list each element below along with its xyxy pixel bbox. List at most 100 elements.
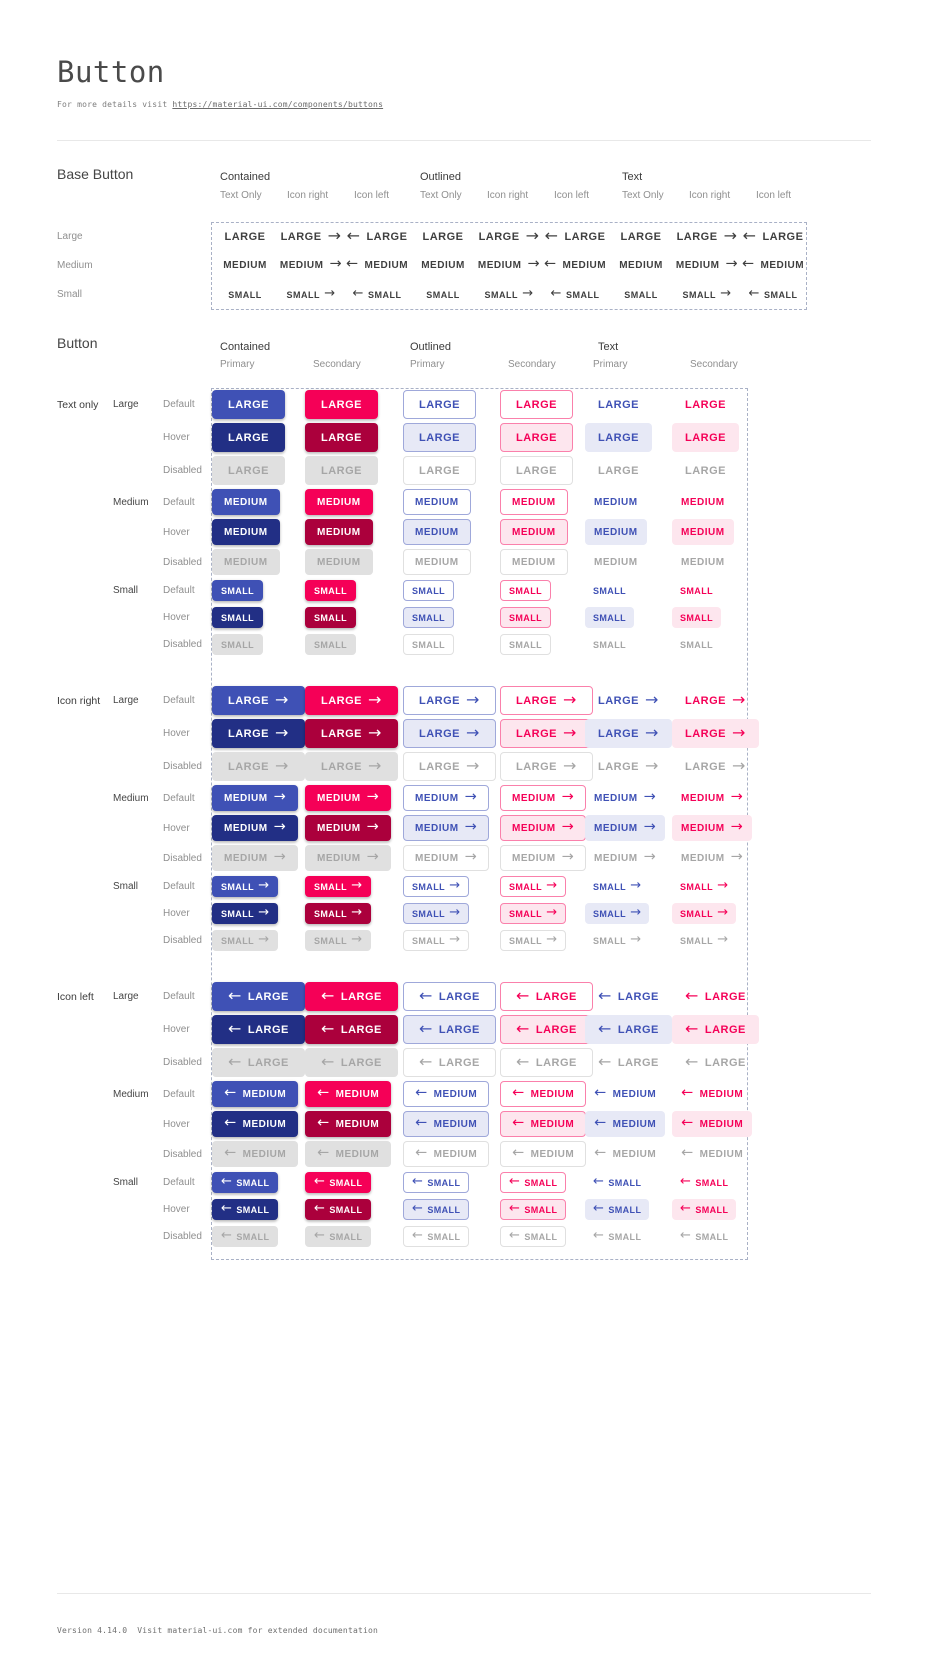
text-only-large-hover-outlined-secondary-button[interactable]: LARGE <box>500 423 573 452</box>
icon-left-small-hover-contained-secondary-button[interactable]: ← SMALL <box>305 1199 372 1220</box>
base-contained-icon-left-small-button[interactable]: ← SMALL <box>345 284 410 305</box>
icon-left-medium-hover-outlined-primary-button[interactable]: ← MEDIUM <box>403 1111 490 1137</box>
text-only-large-hover-contained-primary-button[interactable]: LARGE <box>212 423 285 452</box>
base-text-icon-right-small-button[interactable]: SMALL → <box>675 284 740 305</box>
base-text-text-only-medium-button[interactable]: MEDIUM <box>608 253 674 279</box>
icon-left-large-hover-outlined-primary-button[interactable]: ← LARGE <box>403 1015 496 1044</box>
text-only-medium-hover-outlined-primary-button[interactable]: MEDIUM <box>403 519 471 545</box>
text-only-large-default-outlined-secondary-button[interactable]: LARGE <box>500 390 573 419</box>
icon-right-large-default-text-primary-button[interactable]: LARGE → <box>585 686 672 715</box>
icon-left-large-hover-outlined-secondary-button[interactable]: ← LARGE <box>500 1015 593 1044</box>
icon-left-small-default-contained-secondary-button[interactable]: ← SMALL <box>305 1172 372 1193</box>
icon-right-medium-hover-outlined-primary-button[interactable]: MEDIUM → <box>403 815 490 841</box>
base-outlined-icon-left-medium-button[interactable]: ← MEDIUM <box>533 253 617 279</box>
base-text-text-only-small-button[interactable]: SMALL <box>616 284 666 305</box>
icon-left-medium-default-contained-primary-button[interactable]: ← MEDIUM <box>212 1081 299 1107</box>
icon-left-medium-hover-contained-primary-button[interactable]: ← MEDIUM <box>212 1111 299 1137</box>
base-contained-text-only-medium-button[interactable]: MEDIUM <box>212 253 278 279</box>
icon-left-small-hover-text-primary-button[interactable]: ← SMALL <box>585 1199 650 1220</box>
base-contained-icon-right-large-button[interactable]: LARGE → <box>266 222 357 251</box>
base-contained-text-only-large-button[interactable]: LARGE <box>210 222 281 251</box>
text-only-small-default-contained-secondary-button[interactable]: SMALL <box>305 580 356 601</box>
icon-left-small-hover-outlined-secondary-button[interactable]: ← SMALL <box>500 1199 567 1220</box>
icon-left-large-hover-text-secondary-button[interactable]: ← LARGE <box>672 1015 759 1044</box>
icon-right-medium-default-outlined-secondary-button[interactable]: MEDIUM → <box>500 785 587 811</box>
base-text-icon-right-medium-button[interactable]: MEDIUM → <box>665 253 749 279</box>
base-outlined-text-only-medium-button[interactable]: MEDIUM <box>410 253 476 279</box>
base-text-icon-right-large-button[interactable]: LARGE → <box>662 222 753 251</box>
icon-left-medium-hover-text-secondary-button[interactable]: ← MEDIUM <box>672 1111 753 1137</box>
icon-left-large-default-contained-secondary-button[interactable]: ← LARGE <box>305 982 398 1011</box>
base-text-icon-left-medium-button[interactable]: ← MEDIUM <box>731 253 815 279</box>
text-only-small-hover-text-primary-button[interactable]: SMALL <box>585 607 634 628</box>
icon-right-medium-default-text-secondary-button[interactable]: MEDIUM → <box>672 785 752 811</box>
text-only-medium-hover-contained-primary-button[interactable]: MEDIUM <box>212 519 280 545</box>
icon-left-medium-default-text-secondary-button[interactable]: ← MEDIUM <box>672 1081 752 1107</box>
icon-left-medium-hover-text-primary-button[interactable]: ← MEDIUM <box>585 1111 666 1137</box>
icon-right-small-hover-outlined-primary-button[interactable]: SMALL → <box>403 903 470 924</box>
icon-right-small-hover-text-secondary-button[interactable]: SMALL → <box>672 903 737 924</box>
icon-right-small-hover-text-primary-button[interactable]: SMALL → <box>585 903 650 924</box>
icon-right-medium-default-contained-secondary-button[interactable]: MEDIUM → <box>305 785 392 811</box>
icon-left-medium-default-outlined-primary-button[interactable]: ← MEDIUM <box>403 1081 490 1107</box>
icon-right-small-default-contained-primary-button[interactable]: SMALL → <box>212 876 279 897</box>
text-only-small-default-text-secondary-button[interactable]: SMALL <box>672 580 721 601</box>
icon-left-large-default-contained-primary-button[interactable]: ← LARGE <box>212 982 305 1011</box>
icon-left-large-default-outlined-primary-button[interactable]: ← LARGE <box>403 982 496 1011</box>
text-only-medium-hover-text-primary-button[interactable]: MEDIUM <box>585 519 647 545</box>
icon-right-small-default-contained-secondary-button[interactable]: SMALL → <box>305 876 372 897</box>
icon-right-large-default-contained-secondary-button[interactable]: LARGE → <box>305 686 398 715</box>
text-only-medium-default-text-primary-button[interactable]: MEDIUM <box>585 489 647 515</box>
text-only-large-hover-text-primary-button[interactable]: LARGE <box>585 423 652 452</box>
icon-left-medium-default-contained-secondary-button[interactable]: ← MEDIUM <box>305 1081 392 1107</box>
icon-right-large-hover-outlined-secondary-button[interactable]: LARGE → <box>500 719 593 748</box>
icon-right-small-default-text-primary-button[interactable]: SMALL → <box>585 876 649 897</box>
text-only-medium-default-text-secondary-button[interactable]: MEDIUM <box>672 489 734 515</box>
icon-left-large-default-text-primary-button[interactable]: ← LARGE <box>585 982 672 1011</box>
text-only-large-default-outlined-primary-button[interactable]: LARGE <box>403 390 476 419</box>
icon-left-small-default-outlined-secondary-button[interactable]: ← SMALL <box>500 1172 567 1193</box>
icon-left-large-default-text-secondary-button[interactable]: ← LARGE <box>672 982 759 1011</box>
text-only-large-hover-contained-secondary-button[interactable]: LARGE <box>305 423 378 452</box>
text-only-small-default-outlined-secondary-button[interactable]: SMALL <box>500 580 551 601</box>
base-text-icon-left-small-button[interactable]: ← SMALL <box>741 284 806 305</box>
text-only-small-hover-contained-primary-button[interactable]: SMALL <box>212 607 263 628</box>
icon-left-large-hover-text-primary-button[interactable]: ← LARGE <box>585 1015 672 1044</box>
base-text-icon-left-large-button[interactable]: ← LARGE <box>728 222 819 251</box>
text-only-medium-default-contained-primary-button[interactable]: MEDIUM <box>212 489 280 515</box>
icon-right-large-default-outlined-primary-button[interactable]: LARGE → <box>403 686 496 715</box>
icon-left-large-default-outlined-secondary-button[interactable]: ← LARGE <box>500 982 593 1011</box>
text-only-small-hover-text-secondary-button[interactable]: SMALL <box>672 607 721 628</box>
icon-left-medium-hover-outlined-secondary-button[interactable]: ← MEDIUM <box>500 1111 587 1137</box>
icon-right-medium-hover-text-secondary-button[interactable]: MEDIUM → <box>672 815 753 841</box>
icon-right-small-default-outlined-primary-button[interactable]: SMALL → <box>403 876 470 897</box>
text-only-medium-hover-text-secondary-button[interactable]: MEDIUM <box>672 519 734 545</box>
base-outlined-text-only-small-button[interactable]: SMALL <box>418 284 468 305</box>
icon-right-medium-hover-contained-primary-button[interactable]: MEDIUM → <box>212 815 299 841</box>
base-outlined-text-only-large-button[interactable]: LARGE <box>408 222 479 251</box>
icon-left-large-hover-contained-secondary-button[interactable]: ← LARGE <box>305 1015 398 1044</box>
text-only-large-hover-outlined-primary-button[interactable]: LARGE <box>403 423 476 452</box>
icon-left-large-hover-contained-primary-button[interactable]: ← LARGE <box>212 1015 305 1044</box>
text-only-medium-hover-outlined-secondary-button[interactable]: MEDIUM <box>500 519 568 545</box>
text-only-medium-default-outlined-secondary-button[interactable]: MEDIUM <box>500 489 568 515</box>
base-outlined-icon-right-large-button[interactable]: LARGE → <box>464 222 555 251</box>
icon-left-medium-hover-contained-secondary-button[interactable]: ← MEDIUM <box>305 1111 392 1137</box>
base-contained-icon-left-large-button[interactable]: ← LARGE <box>332 222 423 251</box>
base-contained-text-only-small-button[interactable]: SMALL <box>220 284 270 305</box>
icon-right-small-default-text-secondary-button[interactable]: SMALL → <box>672 876 736 897</box>
icon-right-small-hover-contained-primary-button[interactable]: SMALL → <box>212 903 279 924</box>
icon-left-small-default-text-secondary-button[interactable]: ← SMALL <box>672 1172 736 1193</box>
text-only-medium-default-outlined-primary-button[interactable]: MEDIUM <box>403 489 471 515</box>
icon-left-small-hover-text-secondary-button[interactable]: ← SMALL <box>672 1199 737 1220</box>
icon-left-small-hover-outlined-primary-button[interactable]: ← SMALL <box>403 1199 470 1220</box>
icon-right-large-hover-contained-primary-button[interactable]: LARGE → <box>212 719 305 748</box>
text-only-large-default-text-primary-button[interactable]: LARGE <box>585 390 652 419</box>
icon-right-large-default-text-secondary-button[interactable]: LARGE → <box>672 686 759 715</box>
text-only-small-hover-contained-secondary-button[interactable]: SMALL <box>305 607 356 628</box>
base-contained-icon-left-medium-button[interactable]: ← MEDIUM <box>335 253 419 279</box>
text-only-large-default-contained-secondary-button[interactable]: LARGE <box>305 390 378 419</box>
base-contained-icon-right-medium-button[interactable]: MEDIUM → <box>269 253 353 279</box>
base-contained-icon-right-small-button[interactable]: SMALL → <box>279 284 344 305</box>
text-only-medium-hover-contained-secondary-button[interactable]: MEDIUM <box>305 519 373 545</box>
